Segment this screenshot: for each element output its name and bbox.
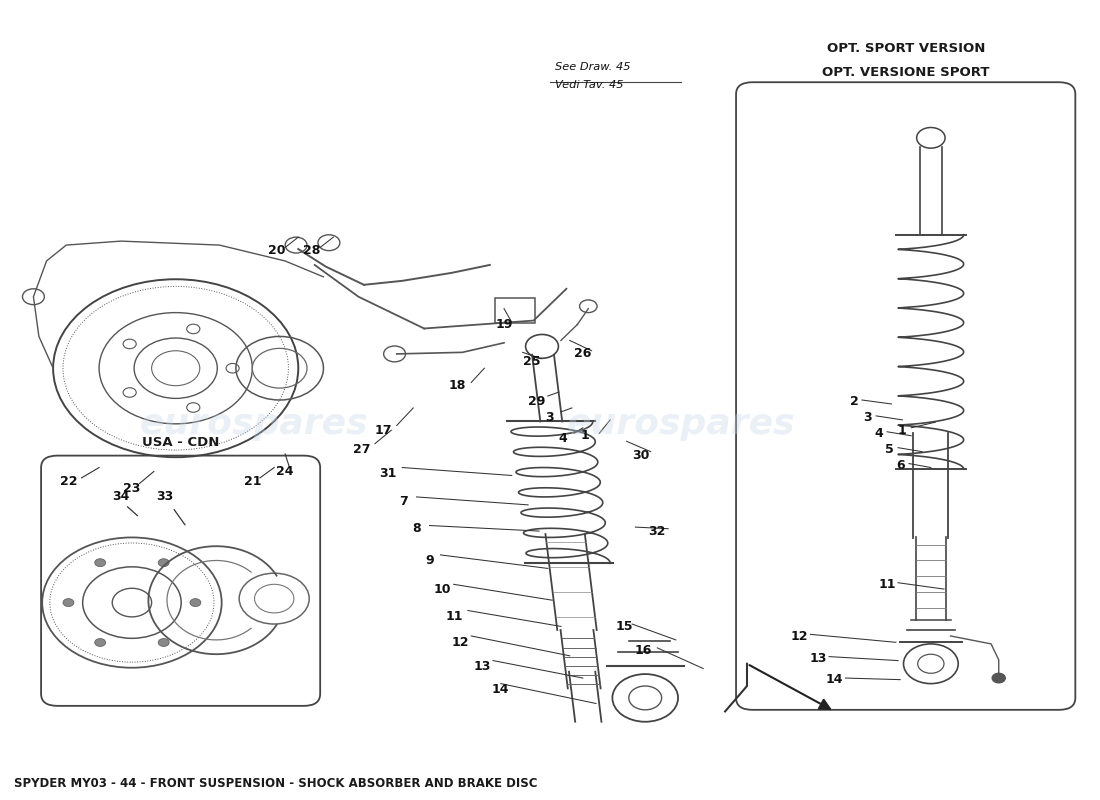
Text: See Draw. 45: See Draw. 45 (556, 62, 631, 72)
Text: 5: 5 (884, 442, 893, 456)
Text: 8: 8 (412, 522, 421, 535)
Circle shape (158, 638, 169, 646)
Text: 4: 4 (874, 427, 882, 440)
Text: 12: 12 (791, 630, 808, 643)
Text: OPT. SPORT VERSION: OPT. SPORT VERSION (826, 42, 984, 55)
Text: 15: 15 (616, 620, 634, 633)
Text: 4: 4 (559, 432, 568, 445)
Text: 11: 11 (878, 578, 895, 591)
Circle shape (95, 558, 106, 566)
Text: 33: 33 (156, 490, 174, 503)
Circle shape (158, 558, 169, 566)
Text: 13: 13 (473, 660, 491, 673)
Text: 14: 14 (826, 673, 844, 686)
Text: OPT. VERSIONE SPORT: OPT. VERSIONE SPORT (822, 66, 989, 79)
Text: 12: 12 (451, 636, 469, 649)
Text: 16: 16 (635, 644, 651, 657)
Text: 30: 30 (632, 449, 649, 462)
Text: USA - CDN: USA - CDN (142, 436, 219, 449)
Circle shape (992, 674, 1005, 683)
Text: 20: 20 (267, 244, 285, 257)
Circle shape (95, 638, 106, 646)
Text: 22: 22 (59, 474, 77, 487)
Text: 17: 17 (375, 424, 393, 437)
Text: 18: 18 (449, 379, 465, 392)
Text: 27: 27 (353, 442, 371, 456)
Text: 21: 21 (243, 474, 261, 487)
Bar (495, 298, 535, 323)
Text: 7: 7 (399, 495, 408, 508)
Text: 25: 25 (522, 355, 540, 368)
Text: 2: 2 (850, 395, 859, 408)
Text: 26: 26 (574, 347, 592, 361)
Text: 31: 31 (379, 466, 397, 479)
Text: 10: 10 (434, 582, 451, 595)
Text: 13: 13 (810, 652, 827, 665)
Text: 32: 32 (649, 525, 666, 538)
Text: 19: 19 (495, 318, 513, 331)
Text: eurospares: eurospares (140, 407, 368, 441)
Text: 24: 24 (276, 465, 294, 478)
Text: 14: 14 (492, 683, 509, 697)
Text: 29: 29 (528, 395, 546, 408)
Text: 23: 23 (123, 482, 141, 495)
Text: SPYDER MY03 - 44 - FRONT SUSPENSION - SHOCK ABSORBER AND BRAKE DISC: SPYDER MY03 - 44 - FRONT SUSPENSION - SH… (13, 778, 537, 790)
Text: 1: 1 (581, 430, 590, 442)
Text: 11: 11 (446, 610, 463, 622)
Text: 3: 3 (546, 411, 554, 424)
Text: 34: 34 (112, 490, 130, 503)
Text: Vedi Tav. 45: Vedi Tav. 45 (556, 80, 624, 90)
Text: 6: 6 (895, 458, 904, 472)
Text: eurospares: eurospares (566, 407, 795, 441)
Text: 28: 28 (302, 244, 320, 257)
Circle shape (190, 598, 201, 606)
Text: 3: 3 (864, 411, 871, 424)
Text: 9: 9 (426, 554, 433, 567)
Text: 1: 1 (898, 424, 906, 437)
Circle shape (63, 598, 74, 606)
